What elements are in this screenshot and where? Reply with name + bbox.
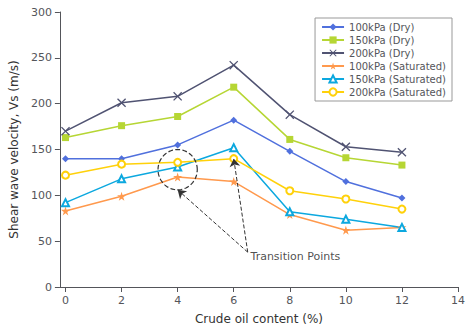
- svg-text:50: 50: [38, 235, 52, 248]
- svg-text:Transition Points: Transition Points: [250, 250, 341, 263]
- svg-text:Crude oil content (%): Crude oil content (%): [195, 312, 323, 326]
- svg-text:150kPa (Saturated): 150kPa (Saturated): [349, 74, 446, 85]
- svg-text:0: 0: [62, 294, 69, 307]
- svg-text:250: 250: [31, 51, 52, 64]
- svg-text:300: 300: [31, 6, 52, 19]
- svg-text:8: 8: [286, 294, 293, 307]
- svg-text:4: 4: [174, 294, 181, 307]
- svg-text:150kPa (Dry): 150kPa (Dry): [349, 35, 414, 46]
- svg-text:0: 0: [45, 281, 52, 294]
- svg-text:100kPa (Dry): 100kPa (Dry): [349, 22, 414, 33]
- svg-text:2: 2: [118, 294, 125, 307]
- svg-text:150: 150: [31, 143, 52, 156]
- svg-text:Shear wave velocity, Vs (m/s): Shear wave velocity, Vs (m/s): [7, 60, 21, 238]
- svg-text:200kPa (Saturated): 200kPa (Saturated): [349, 87, 446, 98]
- svg-text:200kPa (Dry): 200kPa (Dry): [349, 48, 414, 59]
- svg-text:200: 200: [31, 97, 52, 110]
- svg-text:100: 100: [31, 189, 52, 202]
- svg-text:14: 14: [451, 294, 465, 307]
- svg-text:100kPa (Saturated): 100kPa (Saturated): [349, 61, 446, 72]
- svg-text:6: 6: [230, 294, 237, 307]
- svg-text:10: 10: [339, 294, 353, 307]
- svg-text:12: 12: [395, 294, 409, 307]
